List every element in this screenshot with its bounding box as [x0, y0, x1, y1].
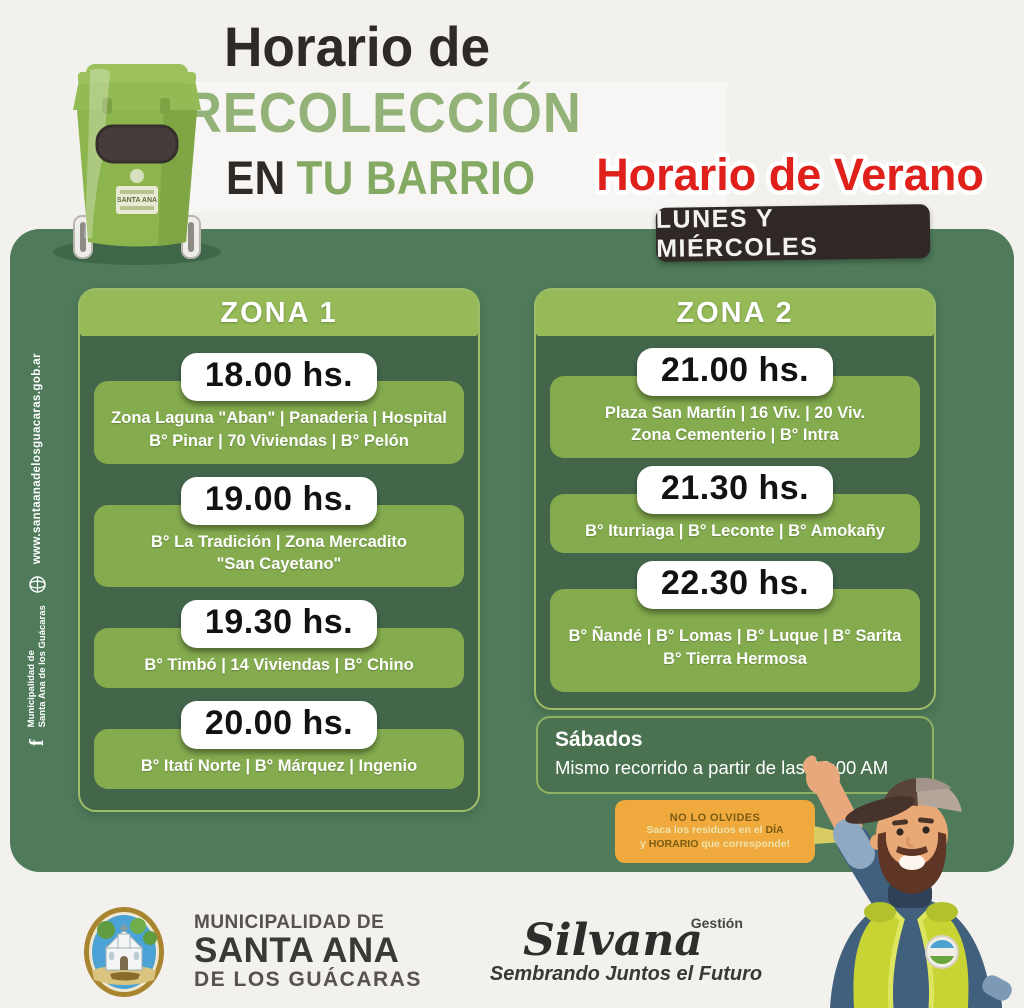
area-line: B° Itatí Norte | B° Márquez | Ingenio	[140, 757, 418, 776]
area-line: Zona Cementerio | B° Intra	[631, 426, 839, 445]
page-title-line3-green: TU BARRIO	[296, 151, 536, 204]
reminder-l2c: que corresponde!	[698, 837, 790, 850]
page-title-line3-dark: EN	[226, 151, 286, 204]
svg-text:Horario de Verano: Horario de Verano	[599, 152, 987, 203]
areas-box: Zona Laguna "Aban" | Panaderia | Hospita…	[94, 381, 464, 464]
area-line: B° Tierra Hermosa	[663, 649, 807, 668]
muni-line3: DE LOS GUÁCARAS	[194, 968, 422, 992]
time-pill: 19.30 hs.	[180, 600, 378, 649]
area-line: B° Ñandé | B° Lomas | B° Luque | B° Sari…	[568, 626, 902, 645]
area-line: Plaza San Martín | 16 Viv. | 20 Viv.	[604, 403, 866, 422]
time-pill: 19.00 hs.	[180, 476, 378, 525]
zone2-title: ZONA 2	[536, 290, 934, 336]
time-slot: 22.30 hs. B° Ñandé | B° Lomas | B° Luque …	[550, 560, 920, 693]
season-overlay-text: Horario de Verano Horario de Verano	[592, 145, 989, 205]
page-title-line1: Horario de	[224, 15, 491, 78]
time-slot: 20.00 hs. B° Itatí Norte | B° Márquez | I…	[94, 701, 464, 789]
reminder-l1b: DÍA	[765, 823, 784, 836]
area-line: "San Cayetano"	[216, 555, 342, 574]
time-pill: 18.00 hs.	[180, 353, 378, 402]
sidebar-org-line2: Santa Ana de los Guácaras	[37, 605, 48, 728]
svg-text:Horario de Verano: Horario de Verano	[596, 149, 984, 200]
brand-name: Silvana	[523, 914, 703, 966]
time-pill: 21.00 hs.	[636, 347, 834, 396]
zone1-body: 18.00 hs. Zona Laguna "Aban" | Panaderia …	[80, 336, 478, 810]
reminder-l2a: y	[640, 837, 649, 850]
muni-line2: SANTA ANA	[194, 930, 400, 970]
zone2-panel: ZONA 2 21.00 hs. Plaza San Martín | 16 Vi…	[534, 288, 936, 710]
sidebar-contents: f Municipalidad de Santa Ana de los Guác…	[20, 310, 54, 746]
zone1-panel: ZONA 1 18.00 hs. Zona Laguna "Aban" | Pan…	[78, 288, 480, 812]
municipality-name: MUNICIPALIDAD DE SANTA ANA DE LOS GUÁCAR…	[194, 913, 422, 991]
title-highlight	[182, 82, 727, 212]
sidebar-vertical: f Municipalidad de Santa Ana de los Guác…	[20, 310, 56, 746]
sidebar-org-text: Municipalidad de Santa Ana de los Guácar…	[26, 605, 49, 727]
globe-icon	[28, 576, 46, 593]
time-pill: 21.30 hs.	[636, 465, 834, 514]
trash-bin-illustration: SANTA ANA	[53, 64, 221, 265]
page-title-line2: RECOLECCIÓN	[184, 81, 582, 145]
time-slot: 21.30 hs. B° Iturriaga | B° Leconte | B° …	[550, 465, 920, 554]
reminder-l2b: HORARIO	[648, 837, 699, 850]
sidebar-org-line1: Municipalidad de	[25, 650, 37, 728]
zone1-title: ZONA 1	[80, 290, 478, 336]
area-line: B° La Tradición | Zona Mercadito	[151, 532, 407, 551]
facebook-icon: f	[26, 739, 48, 746]
church-illustration	[104, 924, 144, 971]
brand-gestion: Gestión	[690, 914, 743, 931]
footer: MUNICIPALIDAD DE SANTA ANA DE LOS GUÁCAR…	[76, 904, 762, 1000]
reminder-line1: Saca los residuos en el DÍA	[646, 824, 783, 838]
time-slot: 19.30 hs. B° Timbó | 14 Viviendas | B° Ch…	[94, 600, 464, 689]
area-line: Zona Laguna "Aban" | Panaderia | Hospita…	[111, 409, 447, 428]
bin-sticker: SANTA ANA	[116, 169, 158, 214]
saturday-title: Sábados	[555, 728, 643, 751]
svg-text:SANTA ANA: SANTA ANA	[117, 197, 157, 204]
worker-character-illustration	[802, 755, 1012, 1008]
area-line: B° Iturriaga | B° Leconte | B° Amokañy	[585, 521, 885, 540]
muni-line1: MUNICIPALIDAD DE	[194, 912, 385, 934]
areas-box: B° Iturriaga | B° Leconte | B° Amokañy	[550, 493, 920, 554]
page-title-line3: EN TU BARRIO	[226, 150, 536, 205]
time-pill: 20.00 hs.	[180, 701, 378, 750]
reminder-line2: y HORARIO que corresponde!	[640, 838, 790, 852]
administration-brand: Silvana Gestión Sembrando Juntos el Futu…	[489, 915, 763, 986]
area-line: B° Timbó | 14 Viviendas | B° Chino	[144, 656, 414, 675]
brand-slogan: Sembrando Juntos el Futuro	[489, 962, 763, 985]
time-slot: 18.00 hs. Zona Laguna "Aban" | Panaderia …	[94, 353, 464, 464]
reminder-l1a: Saca los residuos en el	[646, 823, 766, 836]
time-slot: 21.00 hs. Plaza San Martín | 16 Viv. | 20…	[550, 347, 920, 459]
reminder-title: NO LO OLVIDES	[669, 811, 761, 824]
area-line: B° Pinar | 70 Viviendas | B° Pelón	[149, 431, 409, 450]
areas-box: B° La Tradición | Zona Mercadito "San Cay…	[94, 504, 464, 588]
days-badge: LUNES Y MIÉRCOLES	[656, 204, 931, 263]
zone2-body: 21.00 hs. Plaza San Martín | 16 Viv. | 20…	[536, 336, 934, 708]
time-slot: 19.00 hs. B° La Tradición | Zona Mercadit…	[94, 476, 464, 588]
municipality-logo	[84, 907, 164, 997]
sidebar-website: www.santaanadelosguacaras.gob.ar	[31, 353, 43, 565]
time-pill: 22.30 hs.	[636, 560, 834, 609]
reminder-bubble: NO LO OLVIDES Saca los residuos en el DÍ…	[615, 800, 815, 863]
